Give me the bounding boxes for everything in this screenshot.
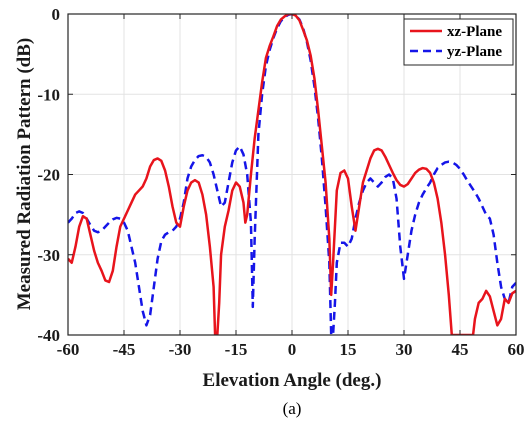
y-axis-label: Measured Radiation Pattern (dB) <box>14 38 35 311</box>
series-layer <box>68 14 516 335</box>
x-tick-label: 30 <box>396 340 413 359</box>
y-tick-label: -10 <box>37 85 60 104</box>
x-tick-label: -30 <box>169 340 192 359</box>
x-tick-label: -60 <box>57 340 80 359</box>
x-tick-label: 15 <box>340 340 357 359</box>
y-tick-label: -40 <box>37 326 60 345</box>
x-tick-label: -15 <box>225 340 248 359</box>
legend: xz-Plane yz-Plane <box>403 18 514 66</box>
figure-caption: (a) <box>283 399 302 418</box>
legend-label-yz-plane: yz-Plane <box>447 44 502 60</box>
y-tick-label: 0 <box>52 5 61 24</box>
legend-label-xz-plane: xz-Plane <box>447 24 502 40</box>
legend-box <box>403 18 514 66</box>
series-line-xz-plane <box>68 14 516 335</box>
y-tick-label: -20 <box>37 166 60 185</box>
axis-ticks <box>67 13 517 336</box>
plot-area <box>68 14 516 335</box>
x-tick-label: 60 <box>508 340 525 359</box>
series-line-yz-plane <box>68 14 516 335</box>
tick-labels: -60 -45 -30 -15 0 15 30 45 60 0 -10 -20 -30 -40 <box>37 5 524 359</box>
x-tick-label: 45 <box>452 340 469 359</box>
x-axis-label: Elevation Angle (deg.) <box>203 370 382 391</box>
x-tick-label: -45 <box>113 340 136 359</box>
y-tick-label: -30 <box>37 246 60 265</box>
x-tick-label: 0 <box>288 340 297 359</box>
